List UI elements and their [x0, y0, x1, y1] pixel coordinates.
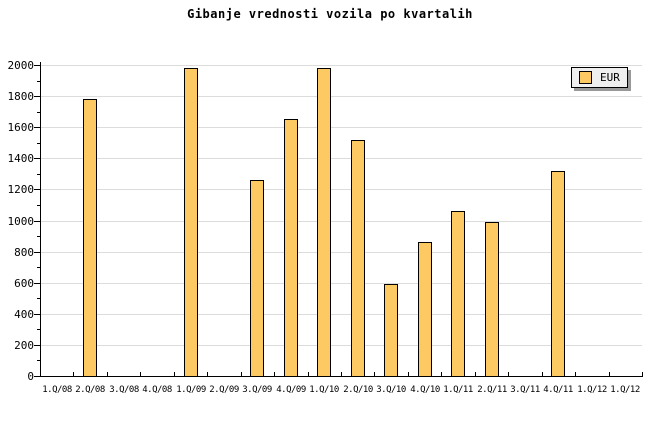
- gridline-y-1400: [41, 158, 642, 159]
- legend-label: EUR: [600, 71, 620, 84]
- y-major-tick: [34, 189, 40, 190]
- x-tick-label: 3.Q/08: [109, 385, 139, 395]
- y-major-tick: [34, 283, 40, 284]
- x-tick: [241, 372, 242, 376]
- y-minor-tick: [37, 81, 40, 82]
- y-minor-tick: [37, 360, 40, 361]
- x-tick: [542, 372, 543, 376]
- y-tick-label: 2000: [7, 59, 35, 72]
- y-minor-tick: [37, 143, 40, 144]
- bar-4.Q/11: [551, 171, 565, 377]
- x-tick-label: 4.Q/11: [543, 385, 573, 395]
- x-tick-label: 2.Q/08: [75, 385, 105, 395]
- y-tick-label: 600: [14, 277, 34, 290]
- bar-1.Q/10: [317, 68, 331, 377]
- gridline-y-200: [41, 345, 642, 346]
- bar-3.Q/10: [384, 284, 398, 377]
- gridline-y-1800: [41, 96, 642, 97]
- x-tick-label: 1.Q/12: [577, 385, 607, 395]
- y-minor-tick: [37, 174, 40, 175]
- y-tick-label: 200: [14, 339, 34, 352]
- x-tick: [73, 372, 74, 376]
- gridline-y-1200: [41, 189, 642, 190]
- y-tick-label: 800: [14, 246, 34, 259]
- x-tick-label: 2.Q/09: [209, 385, 239, 395]
- x-tick-label: 3.Q/09: [242, 385, 272, 395]
- y-major-tick: [34, 127, 40, 128]
- x-tick-label: 1.Q/08: [42, 385, 72, 395]
- x-tick-label: 4.Q/09: [276, 385, 306, 395]
- x-tick: [408, 372, 409, 376]
- x-tick-label: 1.Q/11: [443, 385, 473, 395]
- x-tick: [475, 372, 476, 376]
- bar-4.Q/09: [284, 119, 298, 377]
- x-tick: [441, 372, 442, 376]
- x-tick-label: 1.Q/12: [610, 385, 640, 395]
- x-tick-label: 3.Q/10: [376, 385, 406, 395]
- y-major-tick: [34, 314, 40, 315]
- x-tick: [107, 372, 108, 376]
- gridline-y-2000: [41, 65, 642, 66]
- x-tick: [374, 372, 375, 376]
- legend-swatch-eur: [579, 71, 592, 84]
- y-major-tick: [34, 96, 40, 97]
- x-tick-label: 3.Q/11: [510, 385, 540, 395]
- bar-2.Q/10: [351, 140, 365, 377]
- x-tick: [508, 372, 509, 376]
- y-major-tick: [34, 345, 40, 346]
- chart-title: Gibanje vrednosti vozila po kvartalih: [187, 7, 473, 21]
- bar-4.Q/10: [418, 242, 432, 377]
- bar-2.Q/08: [83, 99, 97, 377]
- x-tick-label: 1.Q/09: [176, 385, 206, 395]
- x-axis-line: [40, 376, 643, 377]
- x-tick: [274, 372, 275, 376]
- x-tick: [341, 372, 342, 376]
- y-tick-label: 400: [14, 308, 34, 321]
- x-tick: [609, 372, 610, 376]
- x-tick: [174, 372, 175, 376]
- x-tick: [140, 372, 141, 376]
- y-minor-tick: [37, 205, 40, 206]
- y-tick-label: 1000: [7, 215, 35, 228]
- y-major-tick: [34, 252, 40, 253]
- gridline-y-800: [41, 252, 642, 253]
- x-tick: [642, 372, 643, 376]
- x-tick: [40, 372, 41, 376]
- y-tick-label: 0: [27, 370, 34, 383]
- y-minor-tick: [37, 298, 40, 299]
- y-tick-label: 1600: [7, 121, 35, 134]
- bar-3.Q/09: [250, 180, 264, 377]
- y-minor-tick: [37, 236, 40, 237]
- y-major-tick: [34, 65, 40, 66]
- x-tick-label: 1.Q/10: [309, 385, 339, 395]
- x-tick: [575, 372, 576, 376]
- y-major-tick: [34, 221, 40, 222]
- gridline-y-1600: [41, 127, 642, 128]
- x-tick: [308, 372, 309, 376]
- bar-1.Q/09: [184, 68, 198, 377]
- x-tick-label: 4.Q/10: [410, 385, 440, 395]
- gridline-y-1000: [41, 221, 642, 222]
- gridline-y-600: [41, 283, 642, 284]
- x-tick-label: 2.Q/10: [343, 385, 373, 395]
- bar-2.Q/11: [485, 222, 499, 377]
- x-tick: [207, 372, 208, 376]
- y-major-tick: [34, 376, 40, 377]
- x-tick-label: 4.Q/08: [142, 385, 172, 395]
- y-tick-label: 1800: [7, 90, 35, 103]
- y-minor-tick: [37, 267, 40, 268]
- y-tick-label: 1400: [7, 152, 35, 165]
- bar-1.Q/11: [451, 211, 465, 377]
- y-minor-tick: [37, 112, 40, 113]
- gridline-y-400: [41, 314, 642, 315]
- legend-box: EUR: [571, 67, 628, 88]
- y-major-tick: [34, 158, 40, 159]
- y-axis-line: [40, 62, 41, 377]
- y-tick-label: 1200: [7, 183, 35, 196]
- x-tick-label: 2.Q/11: [477, 385, 507, 395]
- y-minor-tick: [37, 329, 40, 330]
